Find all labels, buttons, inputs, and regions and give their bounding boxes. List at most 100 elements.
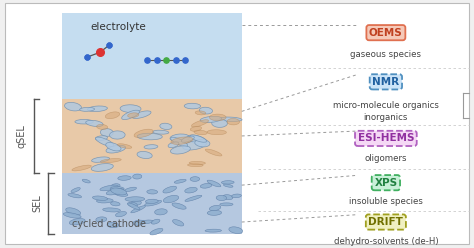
FancyBboxPatch shape <box>5 3 469 244</box>
Ellipse shape <box>128 113 139 118</box>
Ellipse shape <box>223 184 233 187</box>
Ellipse shape <box>69 218 85 225</box>
Ellipse shape <box>106 143 121 151</box>
Ellipse shape <box>183 141 207 150</box>
Ellipse shape <box>191 120 209 127</box>
Ellipse shape <box>146 199 158 203</box>
Ellipse shape <box>189 161 205 165</box>
Ellipse shape <box>200 116 222 123</box>
Text: insoluble species: insoluble species <box>349 197 423 206</box>
Ellipse shape <box>168 142 179 148</box>
Ellipse shape <box>106 145 126 153</box>
Ellipse shape <box>96 137 114 147</box>
Ellipse shape <box>171 137 188 147</box>
Ellipse shape <box>122 110 139 120</box>
Ellipse shape <box>170 134 190 142</box>
Ellipse shape <box>210 114 226 121</box>
Bar <box>62 99 242 173</box>
Text: cycled cathode: cycled cathode <box>73 219 146 229</box>
Ellipse shape <box>216 195 227 201</box>
Bar <box>62 13 242 99</box>
Ellipse shape <box>125 197 145 201</box>
Ellipse shape <box>92 196 108 200</box>
Ellipse shape <box>219 117 242 122</box>
Ellipse shape <box>97 199 113 203</box>
Ellipse shape <box>91 164 113 171</box>
Ellipse shape <box>118 144 132 148</box>
Ellipse shape <box>207 210 222 215</box>
Text: gaseous species: gaseous species <box>350 50 421 59</box>
Text: XPS: XPS <box>374 178 397 188</box>
Ellipse shape <box>96 217 107 222</box>
Ellipse shape <box>151 219 160 224</box>
Ellipse shape <box>68 193 82 198</box>
Ellipse shape <box>75 120 93 124</box>
Ellipse shape <box>71 187 80 192</box>
Ellipse shape <box>110 202 120 206</box>
Ellipse shape <box>212 119 228 127</box>
Ellipse shape <box>164 195 179 203</box>
Ellipse shape <box>147 190 157 194</box>
Ellipse shape <box>137 133 162 140</box>
Ellipse shape <box>171 137 193 144</box>
Ellipse shape <box>125 187 137 191</box>
Ellipse shape <box>133 174 142 179</box>
Ellipse shape <box>173 219 184 226</box>
Ellipse shape <box>132 111 151 119</box>
Ellipse shape <box>72 165 91 171</box>
Ellipse shape <box>105 112 120 119</box>
Ellipse shape <box>232 194 241 198</box>
Ellipse shape <box>194 130 207 135</box>
Text: NMR: NMR <box>372 77 400 87</box>
Ellipse shape <box>95 136 108 140</box>
Ellipse shape <box>133 220 145 225</box>
Ellipse shape <box>144 145 158 149</box>
Ellipse shape <box>185 187 197 193</box>
Ellipse shape <box>120 105 141 113</box>
Text: SEL: SEL <box>33 195 43 213</box>
Ellipse shape <box>128 202 137 207</box>
Ellipse shape <box>131 200 141 205</box>
Ellipse shape <box>185 195 202 201</box>
Ellipse shape <box>172 203 186 209</box>
Ellipse shape <box>153 130 169 134</box>
Text: inorganics: inorganics <box>364 113 408 122</box>
Ellipse shape <box>91 157 109 162</box>
Ellipse shape <box>205 149 222 156</box>
Ellipse shape <box>187 135 208 145</box>
Ellipse shape <box>205 229 221 232</box>
Ellipse shape <box>111 188 127 195</box>
Ellipse shape <box>223 195 233 200</box>
Ellipse shape <box>174 179 186 183</box>
Ellipse shape <box>220 203 233 206</box>
Ellipse shape <box>210 205 221 211</box>
Ellipse shape <box>66 208 81 215</box>
Ellipse shape <box>163 186 176 193</box>
Ellipse shape <box>115 192 128 196</box>
Ellipse shape <box>145 200 162 206</box>
Text: electrolyte: electrolyte <box>91 22 146 32</box>
Ellipse shape <box>128 203 140 210</box>
Ellipse shape <box>100 158 121 163</box>
Ellipse shape <box>171 146 191 154</box>
Ellipse shape <box>64 102 82 111</box>
Text: oligomers: oligomers <box>365 154 407 163</box>
Ellipse shape <box>131 206 146 213</box>
Ellipse shape <box>207 130 227 135</box>
Ellipse shape <box>227 119 239 125</box>
Text: OEMS: OEMS <box>369 28 403 38</box>
Ellipse shape <box>106 188 124 195</box>
Ellipse shape <box>137 152 152 158</box>
Ellipse shape <box>97 124 108 129</box>
Ellipse shape <box>199 107 212 114</box>
Ellipse shape <box>111 184 120 188</box>
Ellipse shape <box>82 179 90 183</box>
Ellipse shape <box>109 131 125 139</box>
Ellipse shape <box>110 186 124 191</box>
Text: qSEL: qSEL <box>17 124 27 148</box>
Ellipse shape <box>190 177 200 181</box>
Bar <box>62 173 242 234</box>
Text: dehydro-solvents (de-H): dehydro-solvents (de-H) <box>334 237 438 246</box>
Ellipse shape <box>86 120 103 126</box>
Ellipse shape <box>188 164 203 167</box>
